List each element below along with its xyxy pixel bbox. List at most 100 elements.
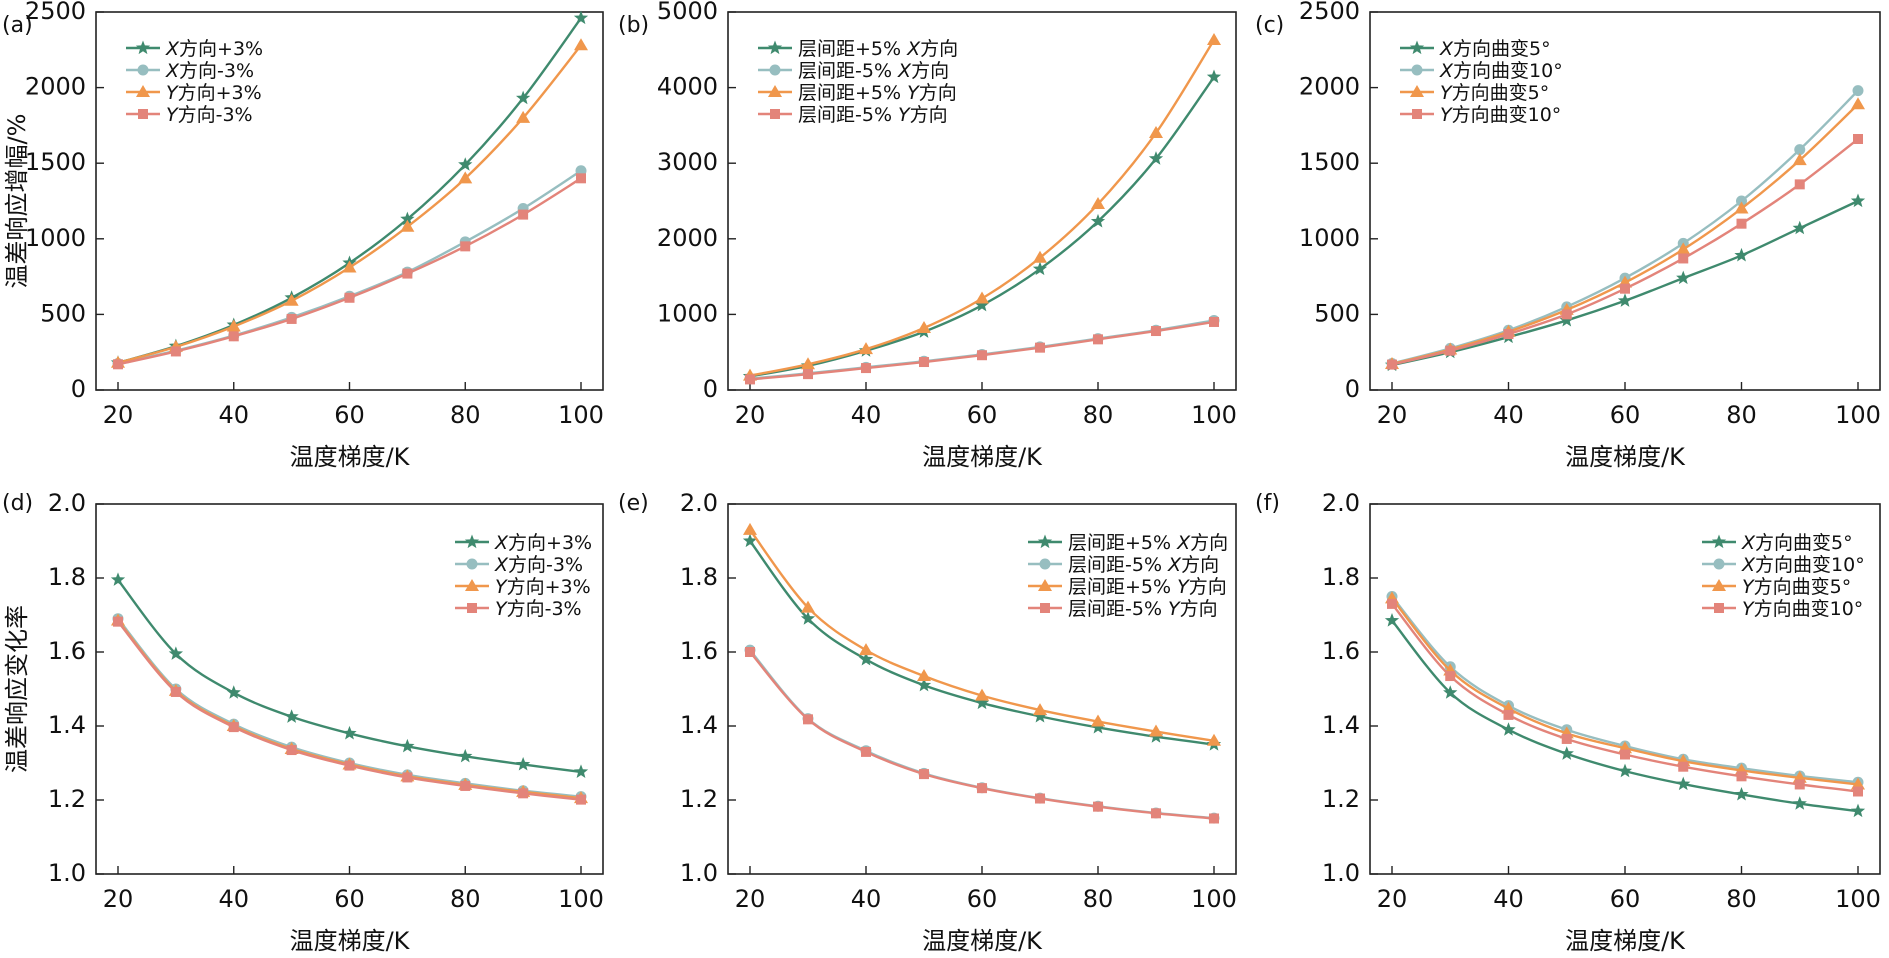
x-tick-label: 40: [851, 885, 882, 913]
data-point: [975, 688, 989, 701]
legend-marker: [465, 579, 479, 591]
data-point: [1149, 125, 1163, 138]
legend: X方向曲变5°X方向曲变10°Y方向曲变5°Y方向曲变10°: [1400, 38, 1563, 126]
data-point: [1206, 69, 1222, 84]
data-point: [1794, 779, 1805, 790]
y-tick-label: 1500: [1299, 148, 1360, 176]
legend: X方向曲变5°X方向曲变10°Y方向曲变5°Y方向曲变10°: [1702, 532, 1865, 620]
x-tick-label: 40: [1493, 885, 1524, 913]
data-point: [800, 611, 816, 625]
series-line: [749, 39, 1216, 377]
legend-marker: [1037, 534, 1053, 549]
legend-label: Y方向+3%: [495, 576, 591, 598]
data-point: [1617, 763, 1633, 778]
data-point: [113, 616, 123, 627]
panel-label: (f): [1255, 491, 1280, 516]
x-tick-label: 100: [1191, 401, 1237, 429]
legend-marker: [1040, 603, 1050, 613]
data-point: [342, 260, 357, 273]
x-tick-label: 80: [1726, 885, 1757, 913]
data-point: [1033, 250, 1047, 263]
data-point: [975, 291, 989, 304]
data-point: [1149, 724, 1163, 737]
series-3: [745, 647, 1219, 824]
data-point: [1676, 270, 1691, 285]
series-line: [1391, 103, 1859, 366]
data-point: [574, 38, 588, 51]
data-point: [1620, 283, 1630, 294]
x-tick-label: 20: [735, 401, 766, 429]
data-point: [1736, 218, 1747, 229]
legend-label: 层间距-5% X方向: [798, 60, 949, 82]
legend-label: Y方向曲变5°: [1742, 576, 1851, 598]
y-tick-label: 4000: [657, 73, 718, 101]
data-point: [1148, 151, 1164, 165]
series-3: [1387, 134, 1863, 370]
panel-f: (f) 1.0 1.2 1.4 1.6 1.8 2.0 20 40 60 80 100 温度梯度/K X方…: [1255, 489, 1881, 955]
y-tick-label: 2.0: [48, 489, 86, 517]
data-point: [342, 725, 357, 740]
data-point: [919, 769, 929, 780]
data-point: [1443, 685, 1458, 699]
data-point: [515, 90, 531, 105]
legend-label: 层间距-5% Y方向: [1068, 598, 1218, 620]
series-0: [110, 572, 589, 778]
data-point: [917, 321, 931, 334]
data-point: [576, 794, 586, 805]
series-2: [1385, 97, 1865, 369]
data-point: [1093, 334, 1103, 345]
x-tick-label: 40: [218, 401, 249, 429]
data-point: [460, 241, 471, 252]
data-point: [573, 10, 589, 25]
y-tick-label: 2000: [1299, 73, 1360, 101]
series-line: [1391, 603, 1859, 793]
data-point: [516, 110, 531, 123]
legend-label: 层间距+5% X方向: [798, 38, 958, 60]
legend-marker: [466, 558, 478, 570]
data-point: [859, 643, 873, 656]
panel-d: (d) 1.0 1.2 1.4 1.6 1.8 2.0 20 40 60 80 100 温度梯度/K 温差…: [2, 489, 604, 955]
legend-marker: [1039, 558, 1051, 570]
data-point: [1792, 153, 1807, 166]
legend-label: 层间距+5% Y方向: [1068, 576, 1227, 598]
data-point: [803, 369, 813, 380]
legend-marker: [1714, 603, 1724, 613]
data-point: [1093, 801, 1103, 812]
data-point: [1090, 213, 1106, 228]
legend-marker: [1713, 558, 1725, 570]
y-tick-label: 2500: [1299, 0, 1360, 25]
data-point: [515, 756, 531, 771]
series-line: [1391, 89, 1859, 365]
legend-label: Y方向+3%: [166, 82, 262, 104]
series-3: [745, 316, 1219, 385]
data-point: [1678, 253, 1689, 264]
x-tick-label: 80: [1083, 401, 1114, 429]
x-axis-label: 温度梯度/K: [1565, 927, 1686, 954]
legend-label: 层间距+5% Y方向: [798, 82, 957, 104]
data-point: [1853, 134, 1863, 145]
x-tick-label: 80: [450, 885, 481, 913]
data-point: [286, 745, 297, 756]
y-tick-label: 1.0: [48, 859, 86, 887]
y-tick-label: 500: [1314, 299, 1360, 327]
legend-marker: [1412, 109, 1422, 119]
y-tick-label: 3000: [657, 148, 718, 176]
legend-marker: [1411, 64, 1423, 76]
data-point: [977, 350, 987, 361]
x-tick-label: 80: [1726, 401, 1757, 429]
series-2: [743, 32, 1221, 381]
series-1: [112, 613, 587, 803]
series-2: [743, 522, 1221, 746]
x-tick-label: 60: [1610, 401, 1641, 429]
data-point: [1559, 746, 1574, 760]
x-tick-label: 40: [218, 885, 249, 913]
legend-label: Y方向-3%: [166, 104, 253, 126]
data-point: [1207, 733, 1221, 746]
data-point: [284, 709, 299, 723]
y-tick-label: 1000: [1299, 224, 1360, 252]
data-point: [861, 363, 871, 374]
legend-marker: [1410, 85, 1424, 97]
data-point: [1090, 719, 1106, 734]
